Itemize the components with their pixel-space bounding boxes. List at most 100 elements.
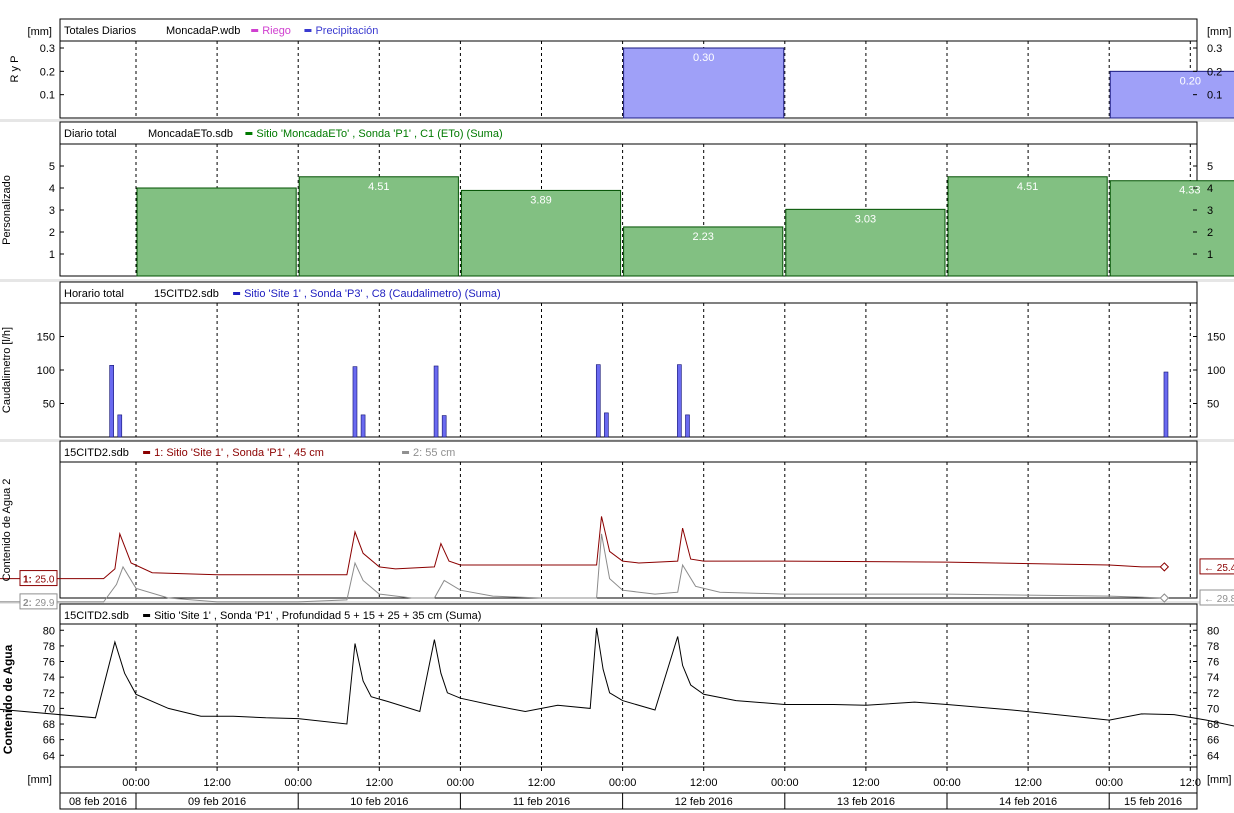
bar-value-label: 4.51	[368, 181, 389, 193]
y-tick-label-right: 0.1	[1207, 90, 1222, 102]
x-tick-label: 00:00	[933, 777, 961, 789]
date-label: 15 feb 2016	[1124, 796, 1182, 808]
date-label: 09 feb 2016	[188, 796, 246, 808]
flow-bar	[360, 414, 366, 438]
y-tick-label-left: 4	[49, 183, 55, 195]
flow-bar	[441, 415, 447, 438]
legend-swatch	[233, 292, 241, 295]
legend-label: Precipitación	[315, 25, 378, 37]
precipitation-bar	[1109, 70, 1234, 119]
legend-label: 2: 55 cm	[413, 447, 455, 459]
y-tick-label-left: 76	[43, 657, 55, 669]
y-axis-label: R y P	[9, 56, 21, 83]
x-tick-label: 00:00	[447, 777, 475, 789]
y-tick-label-right: 68	[1207, 719, 1219, 731]
y-tick-label-right: 0.3	[1207, 43, 1222, 55]
y-tick-label-left: 0.3	[40, 43, 55, 55]
y-tick-label-left: 0.1	[40, 90, 55, 102]
y-tick-label-right: 50	[1207, 399, 1219, 411]
legend-label: Riego	[262, 25, 291, 37]
legend-label: Sitio 'Site 1' , Sonda 'P1' , Profundida…	[154, 610, 481, 622]
y-tick-label-left: 74	[43, 672, 55, 684]
y-tick-label-right: 78	[1207, 641, 1219, 653]
y-axis-label: Caudalimetro [l/h]	[1, 327, 13, 413]
line-series-55cm	[0, 533, 1165, 603]
x-tick-label: 12:0	[1180, 777, 1201, 789]
legend-label: 1: Sitio 'Site 1' , Sonda 'P1' , 45 cm	[154, 447, 324, 459]
panel-header-title: Horario total	[64, 288, 124, 300]
legend-swatch	[402, 451, 410, 454]
legend-swatch	[143, 451, 151, 454]
panel-header-file: MoncadaP.wdb	[166, 25, 240, 37]
flow-bar	[1163, 371, 1169, 438]
eto-bar	[623, 226, 784, 277]
series-end-marker	[1159, 593, 1170, 603]
x-tick-label: 12:00	[690, 777, 718, 789]
panel-separator	[0, 119, 1234, 122]
y-tick-label-right: 80	[1207, 625, 1219, 637]
bar-value-label: 0.30	[693, 52, 714, 64]
panel-header-file: MoncadaETo.sdb	[148, 128, 233, 140]
flow-bar	[604, 412, 609, 438]
x-tick-label: 00:00	[1095, 777, 1123, 789]
x-unit-right: [mm]	[1207, 774, 1231, 786]
panel-header-file: 15CITD2.sdb	[154, 288, 219, 300]
legend-label: Sitio 'Site 1' , Sonda 'P3' , C8 (Caudal…	[244, 288, 501, 300]
y-tick-label-right: 76	[1207, 657, 1219, 669]
bar-value-label: 3.03	[855, 213, 876, 225]
y-tick-label-left: 80	[43, 625, 55, 637]
eto-bar	[785, 208, 946, 277]
x-tick-label: 12:00	[528, 777, 556, 789]
y-tick-label-right: 64	[1207, 750, 1219, 762]
left-value-badge	[19, 570, 58, 587]
bar-value-label: 4.51	[1017, 181, 1038, 193]
y-tick-label-right: 2	[1207, 227, 1213, 239]
x-tick-label: 12:00	[366, 777, 394, 789]
y-tick-label-right: 0.2	[1207, 66, 1222, 78]
legend-swatch	[251, 29, 259, 32]
y-tick-label-left: 64	[43, 750, 55, 762]
flow-bar	[595, 364, 601, 438]
bar-value-label: 3.89	[530, 194, 551, 206]
legend-label: Sitio 'MoncadaETo' , Sonda 'P1' , C1 (ET…	[256, 128, 502, 140]
panel-header-title: Diario total	[64, 128, 117, 140]
eto-bar	[1109, 180, 1234, 277]
x-tick-label: 00:00	[122, 777, 150, 789]
bar-value-label: 2.23	[692, 231, 713, 243]
panel-header-file: 15CITD2.sdb	[64, 447, 129, 459]
date-label: 10 feb 2016	[350, 796, 408, 808]
legend-swatch	[304, 29, 312, 32]
y-tick-label-left: 50	[43, 399, 55, 411]
y-tick-label-right: 100	[1207, 365, 1225, 377]
y-tick-label-left: 5	[49, 161, 55, 173]
panel-frame	[59, 603, 1198, 768]
panel-frame	[59, 440, 1198, 599]
left-badge-value: 25.0	[35, 575, 55, 586]
line-series-45cm	[0, 516, 1165, 580]
legend-swatch	[143, 614, 151, 617]
date-label: 13 feb 2016	[837, 796, 895, 808]
left-badge-prefix: 1:	[23, 575, 32, 586]
y-tick-label-left: 2	[49, 227, 55, 239]
y-tick-label-right: 72	[1207, 688, 1219, 700]
y-axis-label: Contenido de Agua	[1, 644, 15, 754]
date-label: 08 feb 2016	[69, 796, 127, 808]
y-tick-label-left: 68	[43, 719, 55, 731]
left-badge-value: 29.9	[35, 598, 55, 609]
right-badge-value: ← 25.4	[1204, 563, 1234, 574]
panel-header-title: Totales Diarios	[64, 25, 137, 37]
eto-bar	[460, 189, 622, 277]
x-tick-label: 00:00	[284, 777, 312, 789]
y-tick-label-left: 78	[43, 641, 55, 653]
y-tick-label-left: 72	[43, 688, 55, 700]
y-unit-right: [mm]	[1207, 26, 1231, 38]
right-value-badge	[1199, 589, 1234, 606]
y-tick-label-right: 3	[1207, 205, 1213, 217]
series-end-marker	[1159, 562, 1170, 572]
x-unit-left: [mm]	[28, 774, 52, 786]
date-label: 12 feb 2016	[675, 796, 733, 808]
x-tick-label: 00:00	[609, 777, 637, 789]
y-tick-label-left: 150	[37, 332, 55, 344]
flow-bar	[352, 366, 358, 438]
